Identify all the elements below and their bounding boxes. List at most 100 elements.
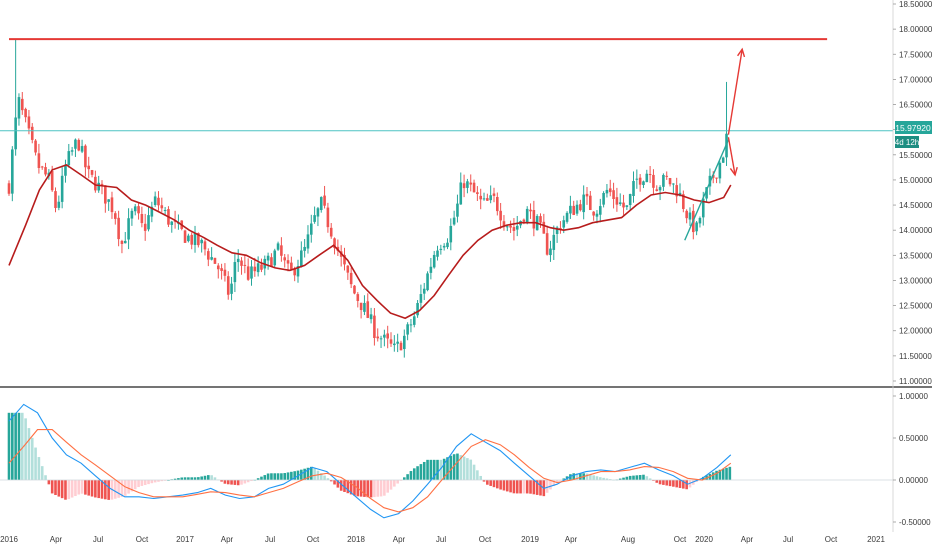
candle-body — [280, 245, 283, 256]
candle-body — [608, 188, 612, 193]
candle-body — [359, 302, 363, 311]
macd-histogram-bar — [466, 458, 469, 480]
macd-histogram-bar — [333, 480, 336, 485]
support-trendline — [684, 139, 730, 241]
macd-histogram-bar — [489, 480, 492, 486]
candle-body — [701, 198, 705, 218]
candle-body — [545, 233, 549, 255]
candle-body — [642, 181, 645, 186]
macd-histogram-bar — [469, 459, 473, 480]
macd-histogram-bar — [319, 473, 323, 480]
macd-histogram-bar — [117, 480, 120, 498]
time-tick-label: Oct — [674, 535, 687, 544]
macd-histogram-bar — [665, 480, 669, 486]
macd-histogram-bar — [34, 447, 37, 480]
time-tick-label: Oct — [307, 535, 320, 544]
macd-histogram-bar — [525, 480, 529, 494]
macd-histogram-bar — [662, 480, 665, 485]
candle-body — [452, 217, 456, 225]
macd-histogram-bar — [180, 477, 184, 480]
candle-body — [575, 204, 579, 214]
price-tick-label: 17.50000 — [899, 50, 932, 59]
macd-histogram-bar — [44, 475, 47, 480]
macd-histogram-bar — [153, 480, 157, 483]
price-tick-label: 13.50000 — [899, 251, 932, 260]
macd-histogram-bar — [243, 480, 247, 484]
candle-body — [585, 193, 589, 197]
macd-histogram-bar — [47, 480, 51, 485]
candle-body — [482, 198, 486, 200]
macd-histogram-bar — [303, 468, 306, 480]
macd-histogram-bar — [389, 480, 393, 490]
macd-histogram-bar — [549, 480, 552, 490]
macd-histogram-bar — [104, 480, 107, 500]
macd-histogram-bar — [496, 480, 499, 489]
macd-histogram-bar — [14, 412, 17, 480]
candle-body — [442, 245, 446, 248]
candle-body — [409, 324, 413, 326]
candle-body — [721, 157, 725, 163]
time-tick-label: Apr — [741, 535, 754, 544]
price-tick-label: 15.50000 — [899, 151, 932, 160]
candle-body — [157, 197, 160, 206]
candle-body — [87, 165, 91, 170]
macd-histogram-bar — [283, 473, 287, 480]
candle-body — [652, 174, 655, 188]
macd-histogram-bar — [133, 480, 137, 490]
macd-histogram-bar — [386, 480, 389, 493]
candle-body — [50, 171, 54, 191]
candle-body — [210, 257, 213, 260]
candle-body — [11, 149, 14, 194]
candle-body — [672, 183, 675, 185]
macd-histogram-bar — [230, 480, 233, 485]
macd-histogram-bar — [595, 476, 599, 480]
macd-histogram-bar — [402, 477, 406, 480]
candle-body — [303, 246, 306, 251]
macd-histogram-bar — [406, 474, 409, 480]
macd-histogram-bar — [592, 475, 595, 480]
candle-body — [44, 167, 47, 175]
candle-body — [276, 243, 280, 250]
candle-body — [283, 257, 287, 261]
candle-body — [705, 187, 708, 199]
candle-body — [539, 216, 542, 223]
macd-histogram-bar — [226, 480, 230, 485]
macd-histogram-bar — [728, 466, 732, 480]
candle-body — [7, 183, 11, 194]
macd-histogram-bar — [84, 480, 87, 495]
macd-histogram-bar — [678, 480, 682, 488]
macd-histogram-bar — [236, 480, 240, 486]
macd-histogram-bar — [60, 480, 64, 499]
candle-body — [496, 196, 499, 212]
candle-body — [293, 268, 296, 276]
macd-histogram-bar — [77, 480, 81, 495]
candle-body — [376, 336, 380, 339]
time-tick-label: 2018 — [347, 535, 365, 544]
candle-body — [253, 266, 257, 272]
macd-histogram-bar — [429, 459, 433, 480]
macd-histogram-bar — [446, 457, 449, 480]
time-tick-label: 2021 — [867, 535, 885, 544]
countdown-badge-bg — [895, 136, 919, 148]
candle-body — [396, 341, 399, 344]
macd-histogram-bar — [107, 480, 110, 500]
time-tick-label: Jul — [93, 535, 103, 544]
candle-body — [77, 139, 81, 151]
candle-body — [552, 234, 556, 250]
candle-body — [579, 204, 582, 211]
macd-histogram-bar — [97, 480, 100, 499]
candle-body — [486, 198, 489, 201]
candle-body — [203, 241, 207, 250]
candle-body — [589, 195, 592, 211]
macd-histogram-bar — [24, 418, 27, 480]
macd-histogram-bar — [30, 437, 34, 480]
macd-histogram-bar — [589, 474, 592, 480]
macd-histogram-bar — [436, 459, 439, 480]
last-price-label: 15.97920 — [895, 123, 931, 133]
candle-body — [658, 187, 662, 191]
candle-body — [592, 211, 595, 216]
macd-histogram-bar — [160, 480, 164, 482]
macd-histogram-bar — [210, 475, 213, 480]
